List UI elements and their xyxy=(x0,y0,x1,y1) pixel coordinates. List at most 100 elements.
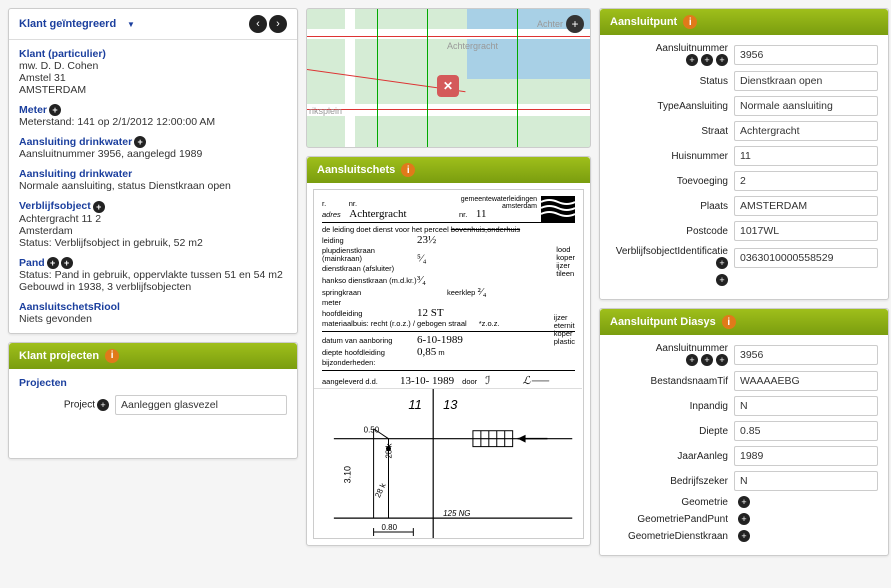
expand-icon[interactable]: + xyxy=(686,354,698,366)
field-label-plaats: Plaats xyxy=(610,201,728,212)
schets-street: Achtergracht xyxy=(349,208,406,220)
field-input-straat[interactable] xyxy=(734,121,878,141)
expand-icon[interactable]: + xyxy=(738,530,750,542)
schets-org: gemeentewaterleidingenamsterdam xyxy=(461,196,537,210)
schets-diagram: 11 13 3.10 0.50 28 k 28 k 0.80 xyxy=(314,388,582,538)
verblijf-line: Achtergracht 11 2 xyxy=(19,213,287,225)
field-label-toevoeging: Toevoeging xyxy=(610,176,728,187)
expand-icon[interactable]: + xyxy=(47,257,59,269)
schets-mat1: loodkoperijzertileen xyxy=(556,246,575,278)
expand-icon[interactable]: + xyxy=(701,354,713,366)
aansluitpunt-panel: Aansluitpunt i Aansluitnummer+++StatusTy… xyxy=(599,8,889,300)
map-street-label: Achter xyxy=(537,19,563,29)
expand-icon[interactable]: + xyxy=(738,496,750,508)
info-icon[interactable]: i xyxy=(683,15,697,29)
verblijf-line: Status: Verblijfsobject in gebruik, 52 m… xyxy=(19,237,287,249)
svg-text:125 NG: 125 NG xyxy=(443,509,470,518)
svg-text:28 k: 28 k xyxy=(384,443,393,458)
klant-header: Klant geïntegreerd ▼ ‹ › xyxy=(9,9,297,40)
expand-icon[interactable]: + xyxy=(716,274,728,286)
expand-icon[interactable]: + xyxy=(716,257,728,269)
field-label-typeaansluiting: TypeAansluiting xyxy=(610,101,728,112)
svg-text:0.80: 0.80 xyxy=(382,523,398,532)
map-add-icon[interactable]: + xyxy=(566,15,584,33)
expand-icon[interactable]: + xyxy=(686,54,698,66)
projecten-panel: Klant projecten i Projecten Project+ xyxy=(8,342,298,459)
section-aansluiting2[interactable]: Aansluiting drinkwater xyxy=(19,168,287,180)
field-input-typeaansluiting[interactable] xyxy=(734,96,878,116)
field-input-inpandig[interactable] xyxy=(734,396,878,416)
expand-icon[interactable]: + xyxy=(97,399,109,411)
map[interactable]: Achtergracht Achter riksplein ✕ + xyxy=(306,8,591,148)
info-icon[interactable]: i xyxy=(722,315,736,329)
field-input-huisnummer[interactable] xyxy=(734,146,878,166)
field-label-bestandsnaamtif: BestandsnaamTif xyxy=(610,376,728,387)
meter-line: Meterstand: 141 op 2/1/2012 12:00:00 AM xyxy=(19,116,287,128)
field-label-huisnummer: Huisnummer xyxy=(610,151,728,162)
field-input-aansluitnummer[interactable] xyxy=(734,345,878,365)
klant-line: mw. D. D. Cohen xyxy=(19,60,287,72)
diasys-panel: Aansluitpunt Diasys i Aansluitnummer+++ B… xyxy=(599,308,889,556)
dropdown-toggle[interactable]: ▼ xyxy=(127,20,135,29)
expand-icon[interactable]: + xyxy=(49,104,61,116)
section-pand[interactable]: Pand++ xyxy=(19,257,287,269)
pand-line: Gebouwd in 1938, 3 verblijfsobjecten xyxy=(19,281,287,293)
prev-button[interactable]: ‹ xyxy=(249,15,267,33)
amsterdam-logo-icon xyxy=(541,196,575,222)
field-label-jaaraanleg: JaarAanleg xyxy=(610,451,728,462)
field-label-bedrijfszeker: Bedrijfszeker xyxy=(610,476,728,487)
field-input-diepte[interactable] xyxy=(734,421,878,441)
section-meter[interactable]: Meter+ xyxy=(19,104,287,116)
expand-icon[interactable]: + xyxy=(716,354,728,366)
klant-line: Amstel 31 xyxy=(19,72,287,84)
project-input[interactable] xyxy=(115,395,287,415)
pand-line: Status: Pand in gebruik, oppervlakte tus… xyxy=(19,269,287,281)
projecten-subtitle[interactable]: Projecten xyxy=(19,377,287,389)
field-label-diepte: Diepte xyxy=(610,426,728,437)
field-input-verblijfsobjectidentificatie[interactable] xyxy=(734,248,878,268)
info-icon[interactable]: i xyxy=(401,163,415,177)
section-aansluiting1[interactable]: Aansluiting drinkwater+ xyxy=(19,136,287,148)
expand-icon[interactable]: + xyxy=(716,54,728,66)
field-label-geometriedienstkraan: GeometrieDienstkraan xyxy=(610,531,728,542)
project-label: Project xyxy=(64,400,95,411)
field-input-plaats[interactable] xyxy=(734,196,878,216)
field-input-toevoeging[interactable] xyxy=(734,171,878,191)
aansluiting2-line: Normale aansluiting, status Dienstkraan … xyxy=(19,180,287,192)
expand-icon[interactable]: + xyxy=(738,513,750,525)
field-label-aansluitnummer: Aansluitnummer+++ xyxy=(610,343,728,366)
expand-icon[interactable]: + xyxy=(134,136,146,148)
section-klant[interactable]: Klant (particulier) xyxy=(19,48,287,60)
schets-document: gemeentewaterleidingenamsterdam r. nr. a… xyxy=(313,189,584,539)
aansluitpunt-title: Aansluitpunt xyxy=(610,16,677,28)
section-verblijf[interactable]: Verblijfsobject+ xyxy=(19,200,287,212)
svg-text:3.10: 3.10 xyxy=(343,466,353,483)
field-input-status[interactable] xyxy=(734,71,878,91)
field-input-postcode[interactable] xyxy=(734,221,878,241)
aansluitschets-panel: Aansluitschets i gemeentewaterleidingena… xyxy=(306,156,591,546)
aansluitschets-title: Aansluitschets xyxy=(317,164,395,176)
field-label-geometriepandpunt: GeometriePandPunt xyxy=(610,514,728,525)
map-plein-label: riksplein xyxy=(309,106,342,116)
next-button[interactable]: › xyxy=(269,15,287,33)
klant-title: Klant geïntegreerd xyxy=(19,18,121,30)
section-riool[interactable]: AansluitschetsRiool xyxy=(19,301,287,313)
expand-icon[interactable]: + xyxy=(93,201,105,213)
diasys-title: Aansluitpunt Diasys xyxy=(610,316,716,328)
schets-mat2: ijzereternitkoperplastic xyxy=(554,314,575,346)
info-icon[interactable]: i xyxy=(105,349,119,363)
klant-line: AMSTERDAM xyxy=(19,84,287,96)
field-input-bedrijfszeker[interactable] xyxy=(734,471,878,491)
field-label-straat: Straat xyxy=(610,126,728,137)
aansluiting1-line: Aansluitnummer 3956, aangelegd 1989 xyxy=(19,148,287,160)
expand-icon[interactable]: + xyxy=(61,257,73,269)
expand-icon[interactable]: + xyxy=(701,54,713,66)
field-input-aansluitnummer[interactable] xyxy=(734,45,878,65)
field-input-bestandsnaamtif[interactable] xyxy=(734,371,878,391)
field-label-aansluitnummer: Aansluitnummer+++ xyxy=(610,43,728,66)
field-input-jaaraanleg[interactable] xyxy=(734,446,878,466)
map-marker-icon[interactable]: ✕ xyxy=(437,75,459,97)
svg-text:28 k: 28 k xyxy=(373,482,388,499)
svg-text:13: 13 xyxy=(443,397,458,412)
field-label-inpandig: Inpandig xyxy=(610,401,728,412)
